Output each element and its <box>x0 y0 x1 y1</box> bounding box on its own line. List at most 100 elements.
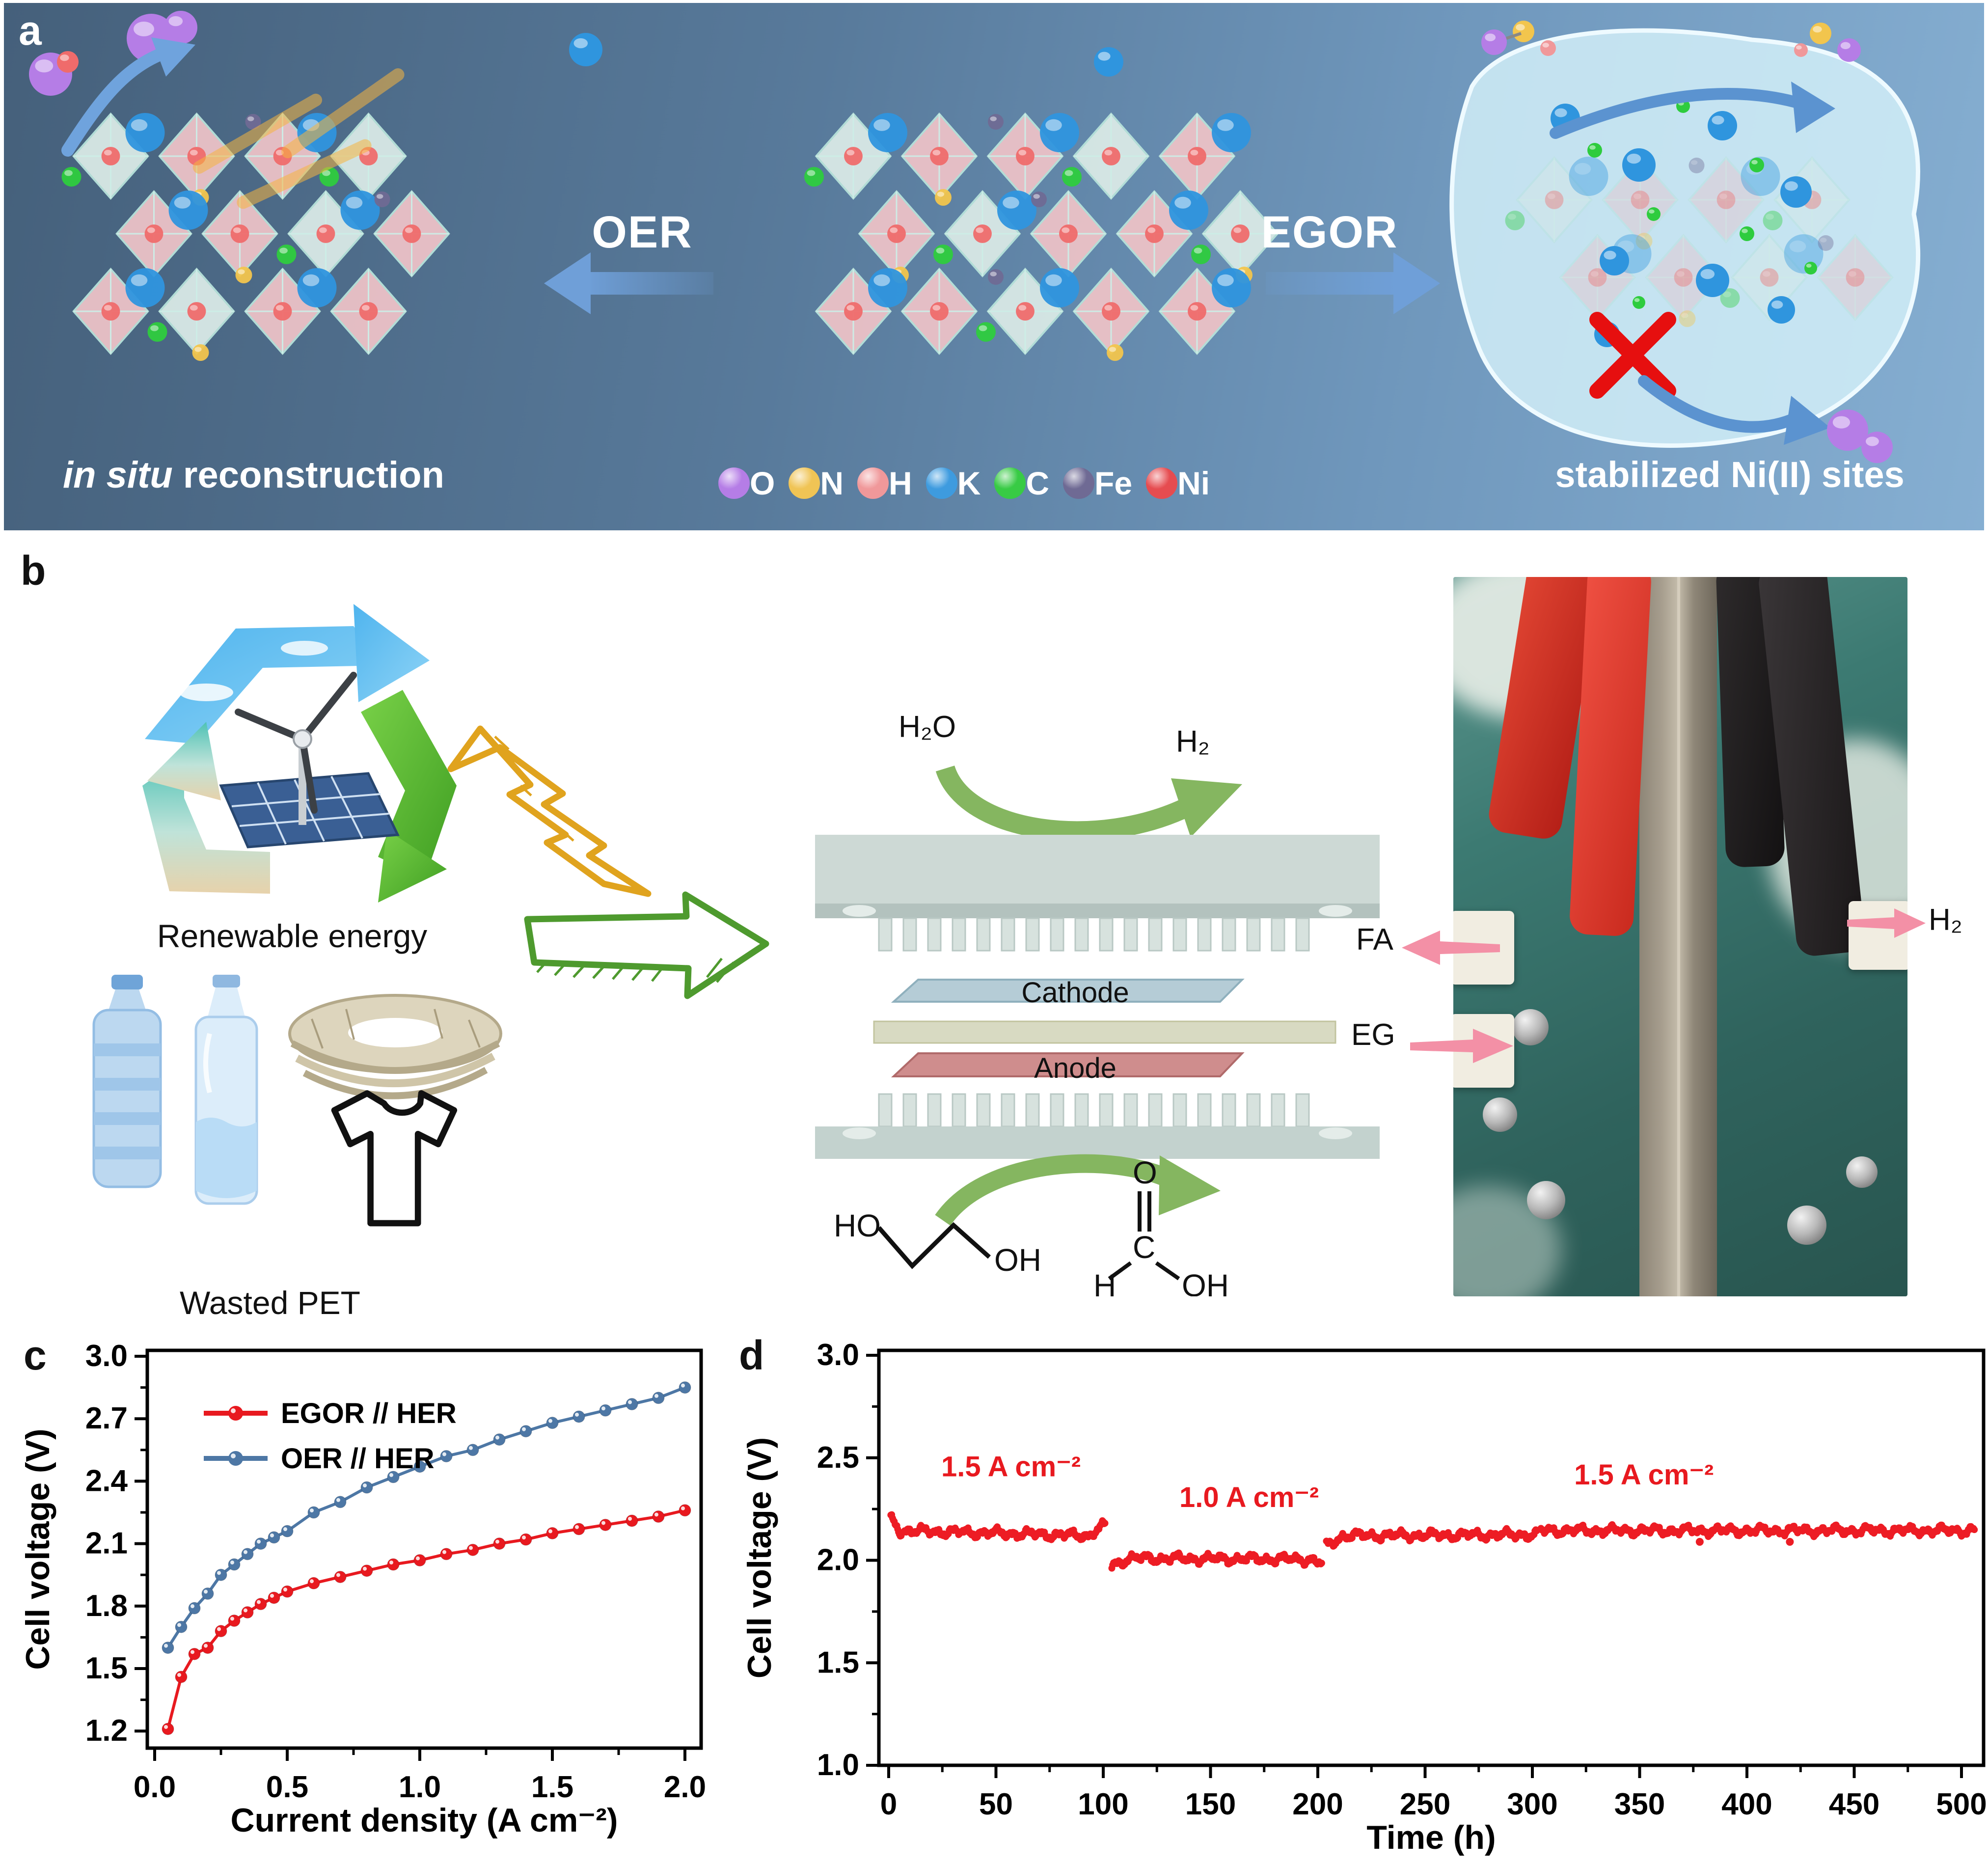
electrolyzer-schematic <box>815 835 1380 1159</box>
atom-sphere-icon <box>718 467 750 499</box>
top-endplate <box>815 835 1380 904</box>
crystal-cluster-left <box>61 112 450 361</box>
svg-text:2.7: 2.7 <box>85 1401 128 1435</box>
bottom-endplate <box>815 1126 1380 1159</box>
svg-text:3.0: 3.0 <box>817 1338 859 1372</box>
svg-text:2.4: 2.4 <box>85 1464 128 1498</box>
chart-c-legend-label: OER // HER <box>281 1443 435 1475</box>
cathode-label: Cathode <box>1021 977 1129 1009</box>
h2o-to-h2-arrow <box>935 765 1242 841</box>
svg-text:3.0: 3.0 <box>85 1339 128 1373</box>
svg-text:300: 300 <box>1507 1787 1557 1821</box>
membrane <box>873 1020 1336 1044</box>
recycle-arrow-sky <box>145 626 383 744</box>
atom-legend: O N H K C Fe Ni <box>718 467 1217 499</box>
fa-oh-text: OH <box>1182 1268 1229 1296</box>
fa-c-text: C <box>1133 1230 1155 1265</box>
h2-arrow-icon <box>1847 908 1926 938</box>
chart-c-legend: EGOR // HER OER // HER <box>204 1398 457 1475</box>
cell-stack <box>1639 577 1717 1296</box>
molecule-cluster <box>569 21 1861 77</box>
fa-o-text: O <box>1133 1155 1157 1190</box>
fa-h-text: H <box>1093 1268 1116 1296</box>
glow-streaks <box>192 68 405 209</box>
svg-text:1.5: 1.5 <box>531 1770 573 1804</box>
svg-text:2.5: 2.5 <box>817 1441 859 1475</box>
anode-plate <box>891 1052 1245 1077</box>
polarization-chart: 0.0 0.5 1.0 1.5 2.0 1.2 1.5 1.8 2.1 2.4 2.7 3.0 Curr… <box>19 1339 706 1839</box>
recycle-arrow-ocean <box>142 756 270 894</box>
svg-text:200: 200 <box>1292 1787 1343 1821</box>
atom-symbol: K <box>957 465 981 501</box>
right-caption: stabilized Ni(II) sites <box>1555 454 1905 495</box>
formic-acid-structure: O C H OH <box>1093 1155 1229 1296</box>
atom-legend-item: Ni <box>1146 467 1217 499</box>
h2o-label: H₂O <box>899 710 956 744</box>
green-arrow-icon <box>524 891 769 999</box>
svg-text:2.0: 2.0 <box>817 1543 859 1577</box>
atom-sphere-icon <box>1063 467 1095 499</box>
h2-photo-label: H₂ <box>1929 903 1962 937</box>
svg-text:100: 100 <box>1078 1787 1128 1821</box>
flow-field-teeth-top <box>878 917 1310 952</box>
recycle-arrow-ocean-head <box>147 722 221 800</box>
left-caption-rest: reconstruction <box>172 454 444 496</box>
chart-c-series <box>162 1504 691 1735</box>
chart-d-annotation: 1.5 A cm⁻² <box>1574 1459 1714 1491</box>
left-caption: in situ reconstruction <box>63 454 444 496</box>
eg-arrow-icon <box>1410 1029 1513 1063</box>
atom-legend-item: N <box>789 467 850 499</box>
svg-text:1.0: 1.0 <box>817 1748 859 1782</box>
fa-arrow-icon <box>1402 931 1500 965</box>
tshirt-icon <box>331 1090 458 1227</box>
atom-symbol: Fe <box>1094 465 1133 501</box>
atom-legend-item: K <box>926 467 988 499</box>
pet-bottle-icon <box>194 975 258 1205</box>
eg-to-fa-arrow <box>935 1154 1221 1226</box>
anode-label: Anode <box>1034 1052 1117 1084</box>
fa-photo-label: FA <box>1356 923 1393 957</box>
panel-a-letter: a <box>19 7 42 54</box>
atom-symbol: N <box>820 465 844 501</box>
wind-turbine-icon <box>235 672 357 825</box>
chart-c-ylabel: Cell voltage (V) <box>19 1428 56 1670</box>
renewable-caption: Renewable energy <box>157 918 428 954</box>
atom-symbol: C <box>1026 465 1050 501</box>
svg-text:0.5: 0.5 <box>266 1770 308 1804</box>
electrolyzer-photo <box>1453 577 1907 1296</box>
egor-label: EGOR <box>1261 207 1398 257</box>
atom-legend-item: Fe <box>1063 467 1139 499</box>
crystal-cluster-center <box>804 112 1279 361</box>
wasted-pet-illustration <box>92 975 502 1227</box>
panel-a-illustration <box>29 11 1920 463</box>
eg-ho-text: HO <box>834 1208 881 1243</box>
wasted-pet-caption: Wasted PET <box>180 1285 360 1321</box>
svg-text:250: 250 <box>1400 1787 1450 1821</box>
svg-text:0.0: 0.0 <box>134 1770 176 1804</box>
svg-text:350: 350 <box>1614 1787 1665 1821</box>
panel-b-letter: b <box>21 548 46 594</box>
recycle-arrow-grass-head <box>378 830 447 903</box>
svg-text:50: 50 <box>979 1787 1013 1821</box>
atom-symbol: H <box>889 465 912 501</box>
atom-legend-item: C <box>994 467 1056 499</box>
chart-d-annotation: 1.5 A cm⁻² <box>941 1451 1081 1482</box>
svg-text:2.1: 2.1 <box>85 1527 128 1561</box>
atom-sphere-icon <box>926 467 957 499</box>
chart-c-series <box>162 1381 691 1654</box>
eg-oh-text: OH <box>994 1242 1041 1278</box>
flow-field-teeth-bottom <box>878 1093 1310 1127</box>
svg-text:1.5: 1.5 <box>817 1645 859 1679</box>
ice-block-illustration <box>1449 28 1920 463</box>
panel-c-letter: c <box>24 1332 47 1378</box>
lightning-icon <box>447 725 652 897</box>
recycle-arrow-grass <box>361 690 457 879</box>
chart-d-trace <box>887 1511 1978 1572</box>
svg-text:500: 500 <box>1936 1787 1987 1821</box>
atom-sphere-icon <box>789 467 820 499</box>
escaping-oxygen <box>29 11 197 157</box>
svg-text:2.0: 2.0 <box>664 1770 706 1804</box>
chart-c-xlabel: Current density (A cm⁻²) <box>230 1802 618 1839</box>
rope-coil-icon <box>288 994 502 1099</box>
